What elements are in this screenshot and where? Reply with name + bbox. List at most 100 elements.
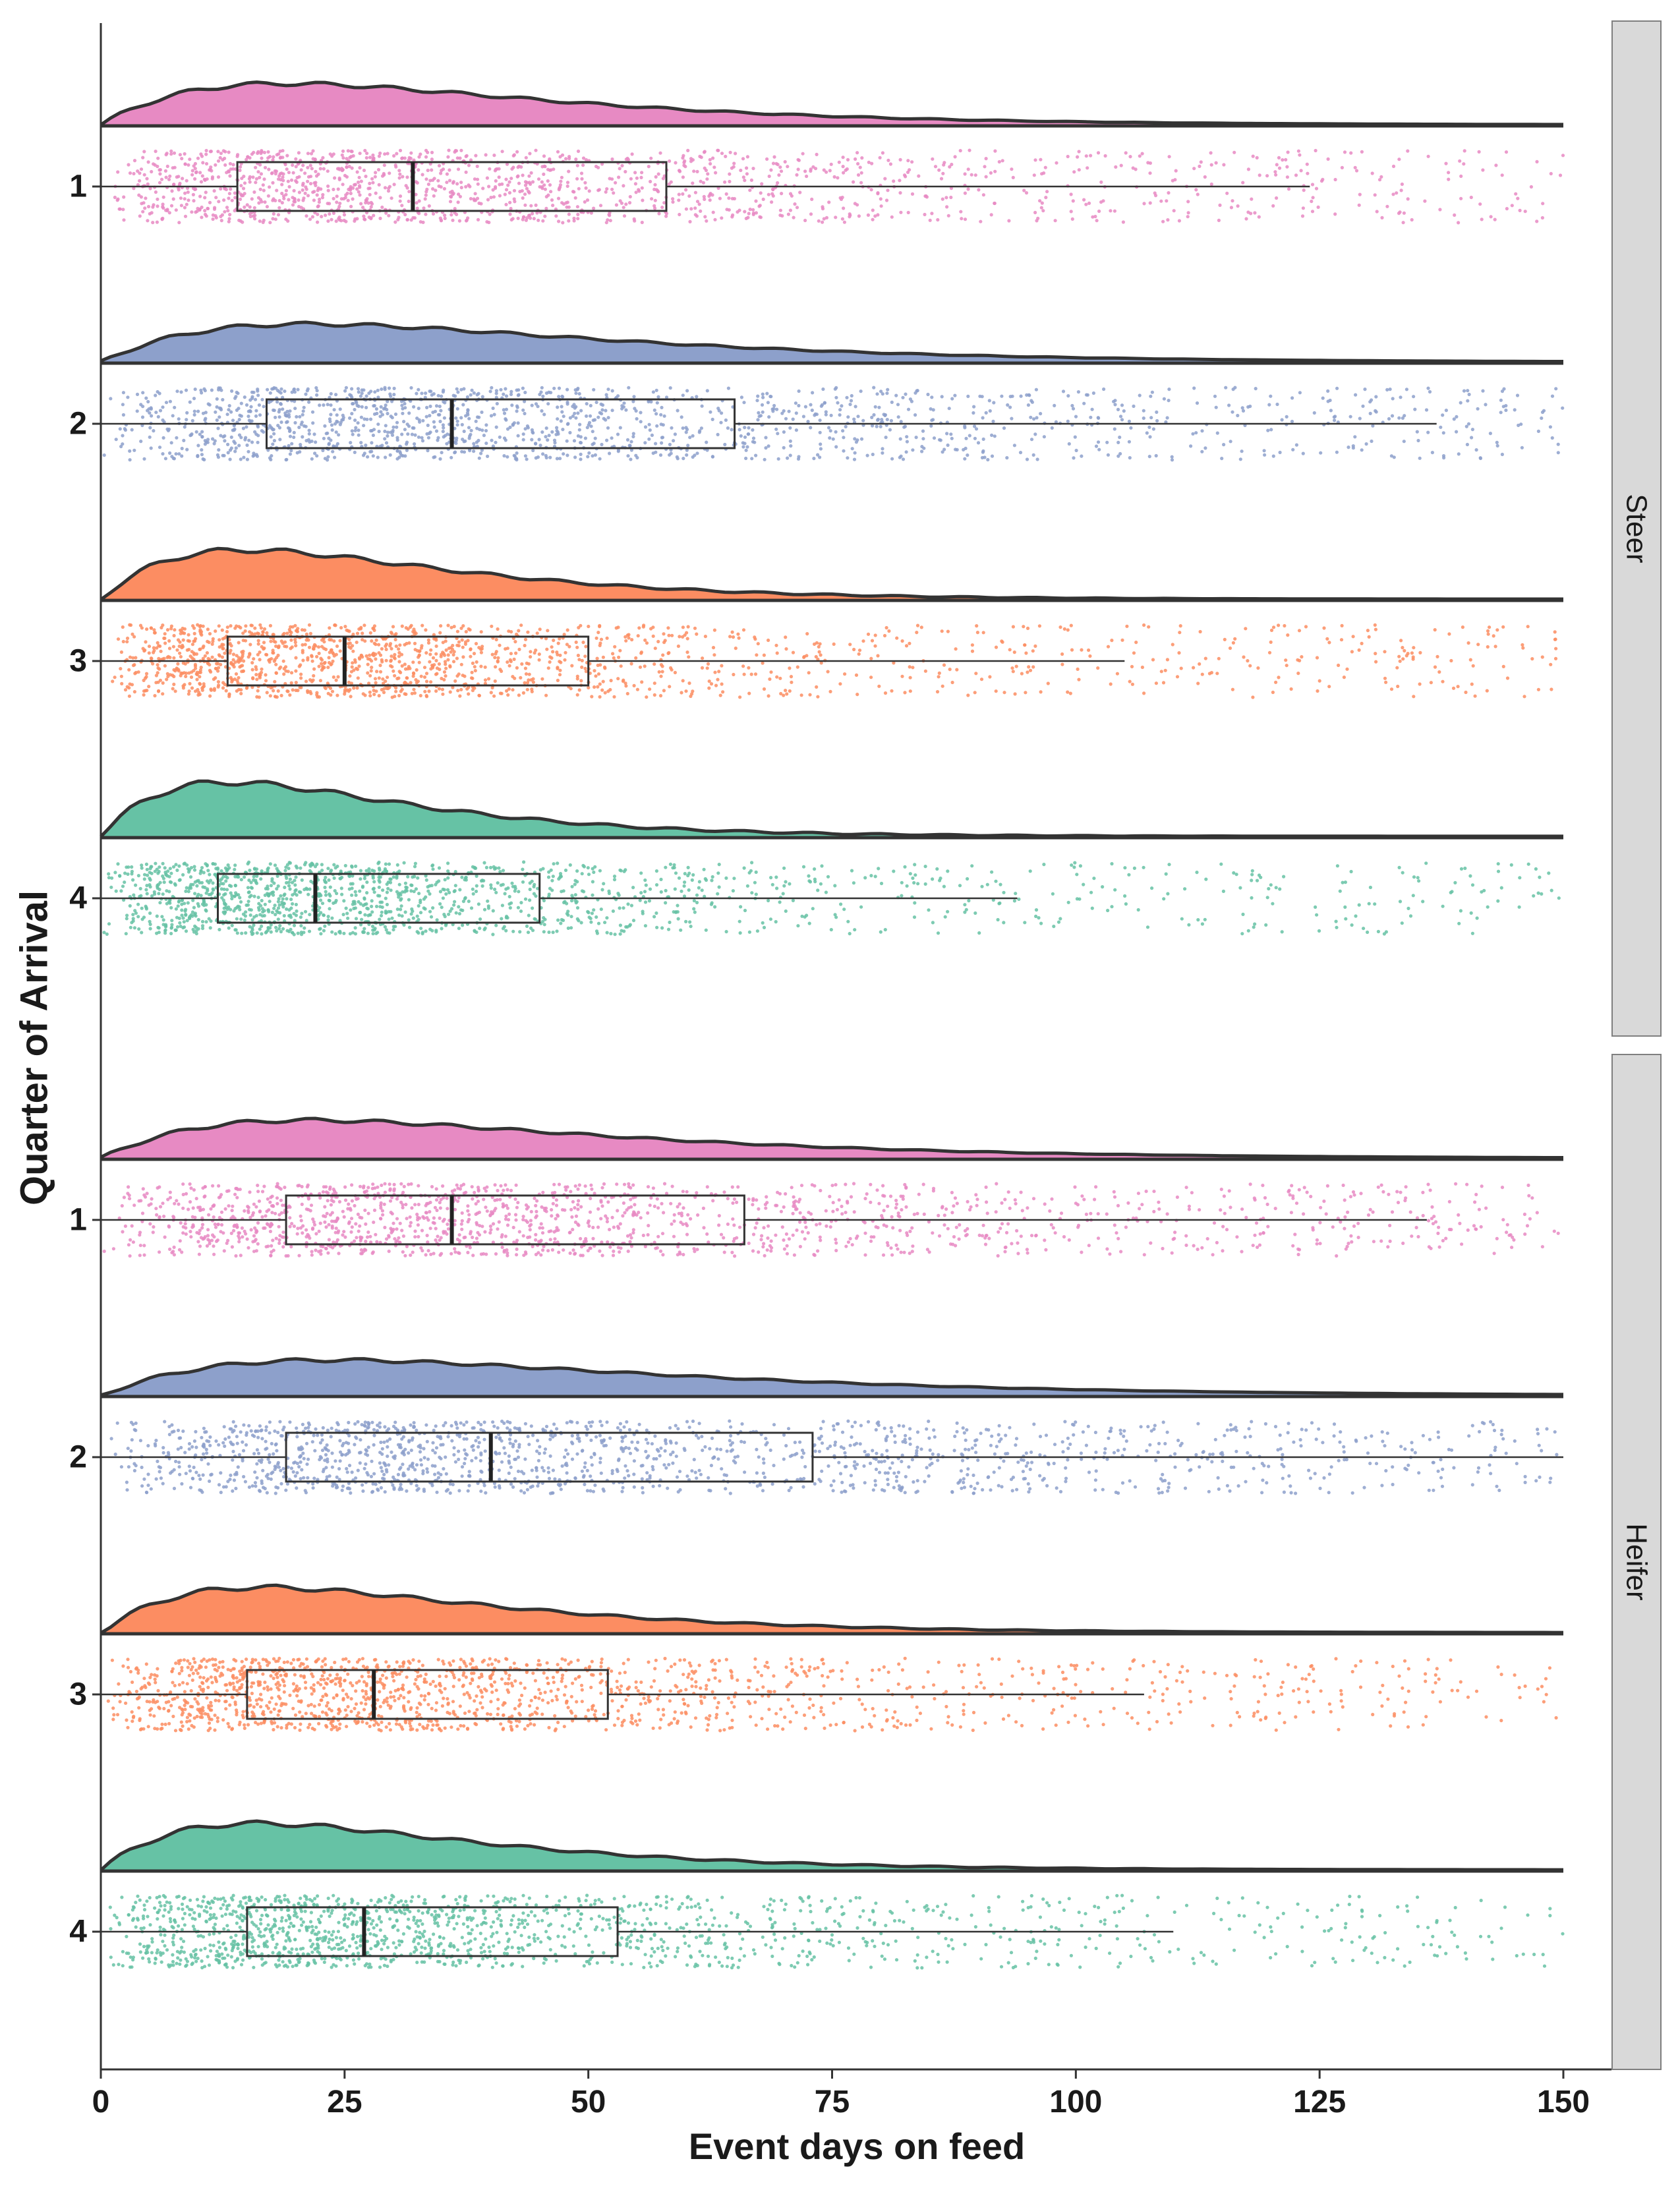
data-point [428,404,432,409]
data-point [379,405,383,409]
data-point [1374,395,1378,399]
data-point [811,391,815,395]
data-point [152,203,156,207]
data-point [184,674,188,678]
data-point [755,653,759,657]
data-point [327,442,331,446]
data-point [228,457,232,461]
data-point [306,152,310,156]
data-point [475,440,479,444]
data-point [467,163,471,167]
data-point [743,210,747,214]
data-point [206,206,210,211]
data-point [622,206,625,210]
data-point [459,687,463,691]
data-point [1327,641,1331,645]
data-point [517,629,521,633]
data-point [362,214,366,218]
data-point [809,403,813,407]
data-point [931,408,935,412]
data-point [422,675,427,679]
data-point [476,217,480,221]
data-point [254,409,258,413]
data-point [144,396,148,400]
data-point [312,674,316,678]
data-point [507,894,511,899]
data-point [251,677,255,681]
data-point [1250,197,1254,201]
data-point [703,150,707,154]
data-point [495,167,499,171]
data-point [581,156,586,160]
data-point [1099,200,1103,204]
data-point [483,681,488,685]
data-point [226,451,230,455]
data-point [419,674,423,678]
data-point [274,217,277,221]
data-point [329,693,333,697]
data-point [813,167,818,171]
data-point [693,213,697,217]
y-tick-label: 1 [69,169,87,204]
data-point [148,927,152,931]
data-point [382,691,386,695]
data-point [988,409,992,413]
data-point [984,175,988,179]
data-point [1095,219,1099,223]
data-point [154,190,158,194]
data-point [583,666,587,671]
data-point [306,689,310,693]
data-point [403,662,407,666]
data-point [1029,399,1033,403]
data-point [229,187,233,191]
data-point [143,206,147,210]
data-point [413,629,417,634]
data-point [1348,415,1352,418]
data-point [494,395,498,399]
data-point [460,422,464,427]
data-point [766,401,770,405]
data-point [200,688,204,692]
data-point [931,157,935,161]
data-point [598,641,602,645]
data-point [250,440,254,444]
data-point [440,687,445,691]
data-point [211,217,215,221]
data-point [326,666,330,670]
data-point [747,212,751,216]
data-point [859,389,863,393]
data-point [213,439,217,443]
data-point [429,648,433,652]
data-point [424,212,428,216]
data-point [132,690,136,694]
data-point [1086,166,1089,170]
data-point [246,655,250,659]
data-point [1401,416,1405,420]
data-point [475,196,480,200]
data-point [544,453,548,457]
data-point [568,416,573,420]
data-point [356,421,360,425]
data-point [817,650,821,654]
data-point [1395,666,1399,670]
data-point [192,626,196,630]
data-point [944,196,948,200]
data-point [554,214,558,218]
data-point [1147,455,1151,459]
data-point [252,453,256,457]
data-point [196,444,200,447]
data-point [405,676,409,680]
data-point [329,403,333,407]
data-point [683,159,687,163]
data-point [626,454,630,458]
data-point [515,150,519,154]
data-point [1229,206,1233,210]
data-point [762,925,767,929]
data-point [191,898,195,902]
data-point [205,651,209,655]
data-point [873,214,877,218]
data-point [475,177,480,181]
data-point [1178,631,1182,635]
data-point [1256,666,1260,670]
data-point [236,658,240,662]
